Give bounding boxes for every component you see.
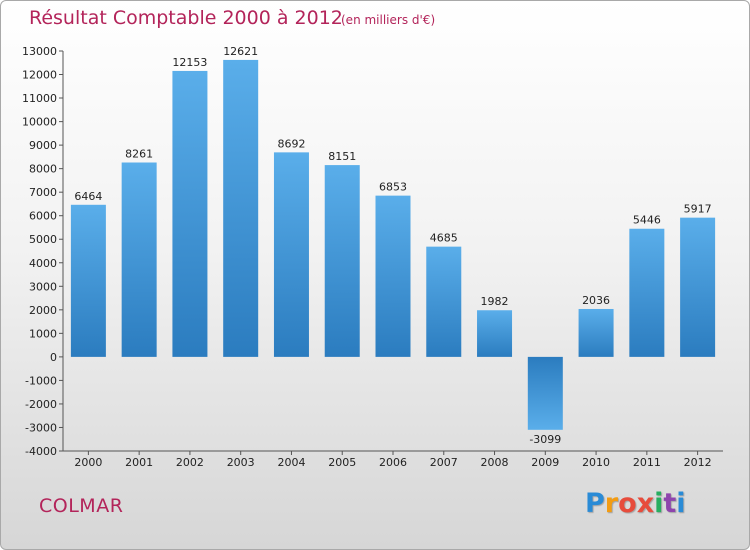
y-tick-label: -2000 bbox=[25, 398, 57, 411]
bar-2003 bbox=[223, 59, 259, 357]
x-tick-label: 2005 bbox=[328, 456, 356, 469]
chart-title: Résultat Comptable 2000 à 2012 bbox=[29, 7, 343, 29]
axes: 1300012000110001000090008000700060005000… bbox=[22, 45, 723, 469]
x-tick-label: 2008 bbox=[481, 456, 509, 469]
x-tick-label: 2009 bbox=[531, 456, 559, 469]
logo-letter: o bbox=[618, 488, 637, 519]
x-tick-label: 2004 bbox=[277, 456, 305, 469]
y-tick-label: 2000 bbox=[29, 304, 57, 317]
bar-2011 bbox=[629, 228, 665, 357]
data-label: 1982 bbox=[481, 295, 509, 308]
chart-subtitle: (en milliers d'€) bbox=[341, 13, 436, 27]
logo-letter: i bbox=[654, 488, 664, 519]
bar-2004 bbox=[273, 152, 309, 357]
data-label: -3099 bbox=[529, 433, 561, 446]
data-label: 6464 bbox=[74, 190, 102, 203]
y-tick-label: 12000 bbox=[22, 69, 57, 82]
data-label: 8261 bbox=[125, 148, 153, 161]
data-label: 12621 bbox=[223, 45, 258, 58]
data-label: 8151 bbox=[328, 150, 356, 163]
y-tick-label: 3000 bbox=[29, 280, 57, 293]
logo-letter: P bbox=[585, 488, 605, 519]
y-tick-label: 10000 bbox=[22, 116, 57, 129]
bar-2002 bbox=[172, 70, 208, 357]
bar-2010 bbox=[578, 308, 614, 357]
y-tick-label: 1000 bbox=[29, 327, 57, 340]
bar-2006 bbox=[375, 195, 411, 357]
y-tick-label: -4000 bbox=[25, 445, 57, 458]
x-tick-label: 2001 bbox=[125, 456, 153, 469]
data-label: 8692 bbox=[277, 137, 305, 150]
x-tick-label: 2003 bbox=[227, 456, 255, 469]
data-label: 6853 bbox=[379, 181, 407, 194]
x-tick-label: 2006 bbox=[379, 456, 407, 469]
data-label: 12153 bbox=[172, 56, 207, 69]
data-label: 5917 bbox=[684, 203, 712, 216]
data-label: 4685 bbox=[430, 232, 458, 245]
y-tick-label: 13000 bbox=[22, 45, 57, 58]
x-tick-label: 2011 bbox=[633, 456, 661, 469]
bar-2009 bbox=[527, 356, 563, 430]
x-tick-label: 2007 bbox=[430, 456, 458, 469]
x-tick-label: 2012 bbox=[684, 456, 712, 469]
labels: 6464 8261 12153 12621 8692 8151 6853 4685 1982 -3… bbox=[74, 45, 711, 446]
logo-letter: r bbox=[604, 488, 619, 519]
bar-2012 bbox=[680, 217, 716, 357]
data-label: 2036 bbox=[582, 294, 610, 307]
y-tick-label: 6000 bbox=[29, 210, 57, 223]
bar-2005 bbox=[324, 165, 360, 357]
bar-2007 bbox=[426, 246, 462, 357]
logo-letter: t bbox=[663, 488, 677, 519]
y-tick-label: 9000 bbox=[29, 139, 57, 152]
y-tick-label: -3000 bbox=[25, 421, 57, 434]
proxiti-logo[interactable]: Proxiti bbox=[585, 488, 686, 519]
bar-2000 bbox=[70, 204, 106, 357]
y-tick-label: 8000 bbox=[29, 163, 57, 176]
bars bbox=[70, 59, 716, 430]
data-label: 5446 bbox=[633, 214, 661, 227]
x-tick-label: 2010 bbox=[582, 456, 610, 469]
x-tick-label: 2000 bbox=[74, 456, 102, 469]
y-tick-label: 11000 bbox=[22, 92, 57, 105]
y-tick-label: 4000 bbox=[29, 257, 57, 270]
x-tick-label: 2002 bbox=[176, 456, 204, 469]
y-tick-label: -1000 bbox=[25, 374, 57, 387]
y-tick-label: 0 bbox=[50, 351, 57, 364]
bar-2001 bbox=[121, 162, 157, 357]
logo-letter: i bbox=[676, 488, 686, 519]
y-tick-label: 7000 bbox=[29, 186, 57, 199]
logo-letter: x bbox=[636, 488, 655, 519]
y-tick-label: 5000 bbox=[29, 233, 57, 246]
city-name: COLMAR bbox=[39, 495, 124, 517]
bar-2008 bbox=[477, 310, 513, 357]
